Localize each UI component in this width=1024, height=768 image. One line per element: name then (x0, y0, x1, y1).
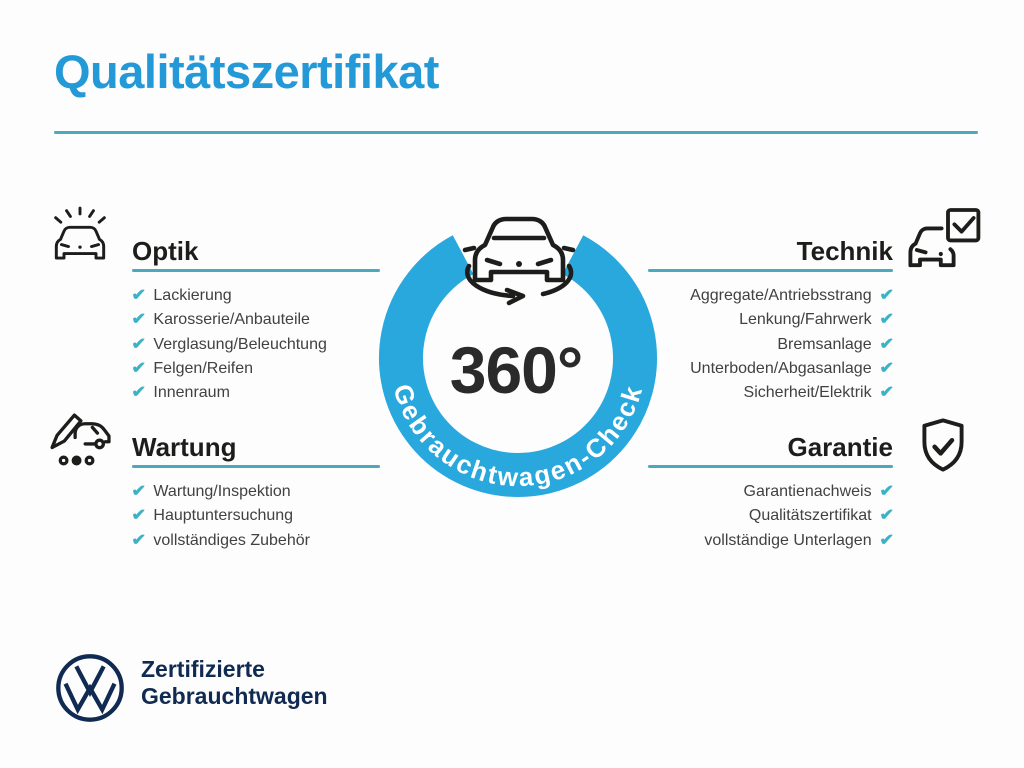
wartung-checklist: ✔ Wartung/Inspektion ✔ Hauptuntersuchung ✔… (131, 480, 380, 553)
checklist-item-label: Wartung/Inspektion (153, 483, 291, 501)
check-icon: ✔ (131, 531, 147, 549)
checklist-item: ✔ Felgen/Reifen (131, 357, 380, 381)
checklist-item: Sicherheit/Elektrik ✔ (611, 381, 894, 405)
check-icon: ✔ (878, 311, 894, 329)
checklist-item-label: Karosserie/Anbauteile (153, 311, 310, 329)
technik-checklist: Aggregate/Antriebsstrang ✔ Lenkung/Fahrwe… (611, 284, 894, 405)
garantie-checklist: Garantienachweis ✔ Qualitätszertifikat ✔ v… (611, 480, 893, 553)
title-divider (54, 131, 978, 134)
checklist-item-label: vollständige Unterlagen (704, 531, 872, 549)
check-icon: ✔ (878, 507, 894, 525)
checklist-item: ✔ Karosserie/Anbauteile (131, 308, 380, 332)
check-icon: ✔ (131, 335, 147, 353)
check-icon: ✔ (131, 311, 147, 329)
checklist-item-label: Qualitätszertifikat (748, 507, 872, 525)
checklist-item: Lenkung/Fahrwerk ✔ (611, 308, 894, 332)
checklist-item: ✔ vollständiges Zubehör (131, 529, 380, 553)
brand-line-1: Zertifizierte (141, 656, 265, 682)
checklist-item-label: Innenraum (153, 384, 230, 402)
badge-ring (379, 235, 657, 497)
section-optik: Optik ✔ Lackierung ✔ Karosserie/Anbauteile… (131, 236, 380, 405)
check-icon: ✔ (878, 483, 894, 501)
degree-label: 360° (450, 333, 583, 407)
optik-checklist: ✔ Lackierung ✔ Karosserie/Anbauteile ✔ Verg… (131, 284, 380, 405)
checklist-item-label: Aggregate/Antriebsstrang (690, 287, 872, 305)
section-garantie: Garantie Garantienachweis ✔ Qualitätszert… (611, 432, 894, 553)
check-icon: ✔ (878, 360, 894, 378)
section-wartung: Wartung ✔ Wartung/Inspektion ✔ Hauptunters… (131, 432, 380, 553)
checklist-item-label: Unterboden/Abgasanlage (690, 360, 872, 378)
section-underline (132, 465, 380, 468)
section-heading: Technik (796, 236, 893, 266)
brand-text: Zertifizierte Gebrauchtwagen (141, 656, 328, 710)
section-underline (648, 465, 893, 468)
check-icon: ✔ (131, 360, 147, 378)
check-icon: ✔ (878, 384, 894, 402)
brand-line-2: Gebrauchtwagen (141, 683, 328, 709)
checklist-item: ✔ Lackierung (131, 284, 380, 308)
shield-check-icon (913, 415, 973, 481)
car-360-rotation-icon (462, 216, 576, 306)
checklist-item-label: Lenkung/Fahrwerk (739, 311, 872, 329)
checklist-item: Aggregate/Antriebsstrang ✔ (611, 284, 894, 308)
checklist-item-label: Lackierung (153, 287, 232, 305)
checklist-item-label: Garantienachweis (743, 483, 872, 501)
page-title: Qualitätszertifikat (54, 45, 439, 98)
checklist-item: ✔ Verglasung/Beleuchtung (131, 333, 380, 357)
checklist-item-label: Bremsanlage (777, 335, 872, 353)
checklist-item-label: vollständiges Zubehör (153, 531, 310, 549)
checklist-item: ✔ Innenraum (131, 381, 380, 405)
check-icon: ✔ (131, 507, 147, 525)
section-technik: Technik Aggregate/Antriebsstrang ✔ Lenkun… (611, 236, 894, 405)
section-heading: Garantie (787, 432, 894, 462)
checklist-item: ✔ Hauptuntersuchung (131, 504, 380, 528)
checklist-item: vollständige Unterlagen ✔ (611, 529, 893, 553)
car-front-shine-icon (48, 204, 112, 266)
checklist-item: Garantienachweis ✔ (611, 480, 894, 504)
section-heading: Wartung (132, 432, 237, 462)
check-icon: ✔ (131, 287, 147, 305)
section-heading: Optik (132, 236, 199, 266)
checklist-item: Unterboden/Abgasanlage ✔ (611, 357, 894, 381)
section-underline (648, 269, 893, 272)
checklist-item: ✔ Wartung/Inspektion (131, 480, 380, 504)
service-note-icon (42, 400, 114, 472)
checklist-item-label: Felgen/Reifen (153, 360, 254, 378)
check-icon: ✔ (131, 384, 147, 402)
check-icon: ✔ (878, 287, 894, 305)
check-icon: ✔ (131, 483, 147, 501)
check-icon: ✔ (878, 335, 894, 353)
checklist-item: Bremsanlage ✔ (611, 333, 893, 357)
checklist-item: Qualitätszertifikat ✔ (611, 504, 894, 528)
check-icon: ✔ (878, 531, 894, 549)
car-checkbox-icon (904, 206, 984, 278)
checklist-item-label: Hauptuntersuchung (153, 507, 294, 525)
vw-logo (54, 652, 126, 724)
360-badge: Gebrauchtwagen-Check 360° (360, 200, 676, 520)
checklist-item-label: Sicherheit/Elektrik (743, 384, 872, 402)
checklist-item-label: Verglasung/Beleuchtung (153, 335, 327, 353)
section-underline (132, 269, 380, 272)
